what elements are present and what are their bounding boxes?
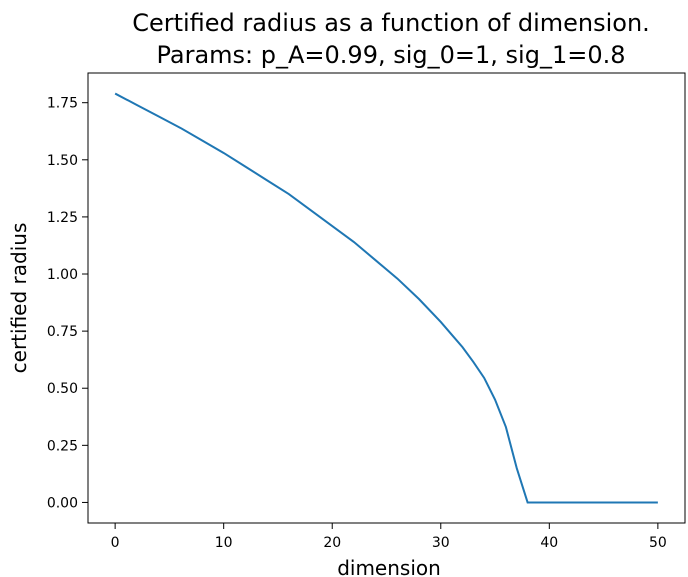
y-tick-label: 1.75 [47,96,78,112]
x-tick-label: 30 [432,535,450,551]
y-tick-label: 1.50 [47,153,78,169]
y-tick-label: 1.00 [47,267,78,283]
y-tick-label: 0.50 [47,381,78,397]
chart-title-line-2: Params: p_A=0.99, sig_0=1, sig_1=0.8 [157,41,626,69]
chart-title-line-1: Certified radius as a function of dimens… [132,9,650,37]
x-tick-label: 0 [111,535,120,551]
y-axis-ticks: 0.00 0.25 0.50 0.75 1.00 1.25 1.50 1.75 [47,96,88,511]
y-tick-label: 0.00 [47,495,78,511]
y-tick-label: 1.25 [47,210,78,226]
x-tick-label: 40 [540,535,558,551]
y-tick-label: 0.75 [47,324,78,340]
x-axis-label: dimension [337,556,441,577]
series-line [114,92,658,504]
x-tick-label: 50 [649,535,667,551]
x-tick-label: 10 [215,535,233,551]
x-axis-ticks: 0 10 20 30 40 50 [111,523,667,551]
plot-area [87,72,686,524]
x-tick-label: 20 [323,535,341,551]
y-axis-label: certified radius [7,223,31,374]
y-tick-label: 0.25 [47,438,78,454]
